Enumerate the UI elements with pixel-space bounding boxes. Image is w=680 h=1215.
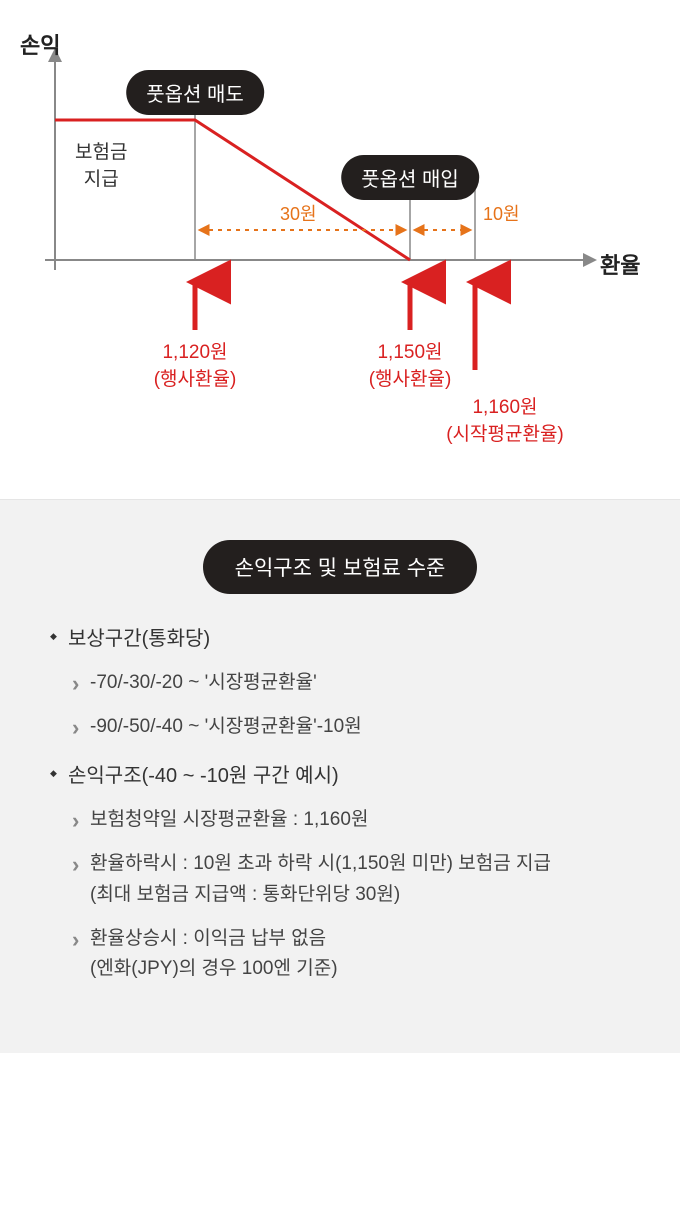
marker-1160-label: 1,160원(시작평균환율): [446, 395, 564, 448]
sub-item: 환율하락시 : 10원 초과 하락 시(1,150원 미만) 보험금 지급(최대…: [68, 849, 630, 910]
bullet-title: 손익구조(-40 ~ -10원 구간 예시): [68, 765, 339, 787]
sub-list: -70/-30/-20 ~ '시장평균환율' -90/-50/-40 ~ '시장…: [68, 668, 630, 743]
info-panel: 손익구조 및 보험료 수준 보상구간(통화당) -70/-30/-20 ~ '시…: [0, 500, 680, 1053]
sub-item: 환율상승시 : 이익금 납부 없음(엔화(JPY)의 경우 100엔 기준): [68, 924, 630, 985]
sub-item: -70/-30/-20 ~ '시장평균환율': [68, 668, 630, 698]
info-bullet-list: 보상구간(통화당) -70/-30/-20 ~ '시장평균환율' -90/-50…: [50, 624, 630, 985]
badge-put-sell: 풋옵션 매도: [126, 70, 264, 115]
x-axis-label: 환율: [600, 248, 640, 280]
info-title-pill: 손익구조 및 보험료 수준: [203, 540, 478, 594]
marker-1120-label: 1,120원(행사환율): [154, 340, 237, 393]
payoff-chart: 손익 환율 풋옵션 매도 풋옵션 매입 보험금지급 30원 10원 1,120원…: [0, 0, 680, 500]
insurance-label: 보험금지급: [75, 140, 127, 193]
gap-10-label: 10원: [483, 200, 520, 226]
marker-1150-label: 1,150원(행사환율): [369, 340, 452, 393]
bullet-item: 손익구조(-40 ~ -10원 구간 예시) 보험청약일 시장평균환율 : 1,…: [50, 761, 630, 985]
sub-list: 보험청약일 시장평균환율 : 1,160원 환율하락시 : 10원 초과 하락 …: [68, 805, 630, 985]
bullet-title: 보상구간(통화당): [68, 628, 210, 650]
bullet-item: 보상구간(통화당) -70/-30/-20 ~ '시장평균환율' -90/-50…: [50, 624, 630, 743]
y-axis-label: 손익: [20, 28, 60, 60]
chart-svg: [0, 0, 680, 500]
badge-put-buy: 풋옵션 매입: [341, 155, 479, 200]
gap-30-label: 30원: [280, 200, 317, 226]
sub-item: 보험청약일 시장평균환율 : 1,160원: [68, 805, 630, 835]
sub-item: -90/-50/-40 ~ '시장평균환율'-10원: [68, 712, 630, 742]
